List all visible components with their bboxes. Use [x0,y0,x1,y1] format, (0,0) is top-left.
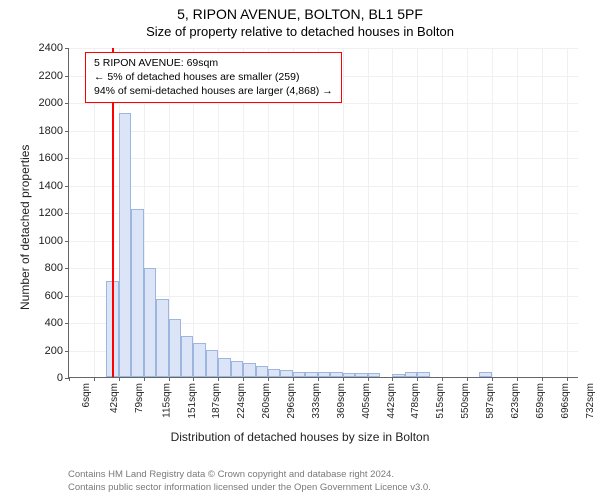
histogram-bar [243,363,255,377]
x-tick-label: 623sqm [510,383,521,419]
histogram-bar [231,361,243,378]
x-tick-label: 224sqm [236,383,247,419]
histogram-bar [131,209,143,377]
x-tick-label: 79sqm [134,383,145,413]
histogram-bar [280,370,292,377]
histogram-bar [256,366,268,377]
x-tick-label: 296sqm [286,383,297,419]
histogram-bar [355,373,367,377]
histogram-bar [368,373,380,377]
footer-line-2: Contains public sector information licen… [68,482,431,494]
annotation-line-3: 94% of semi-detached houses are larger (… [94,84,333,98]
histogram-bar [119,113,131,377]
x-tick-label: 550sqm [460,383,471,419]
x-tick-label: 42sqm [109,383,120,413]
x-tick-label: 587sqm [485,383,496,419]
histogram-bar [218,358,230,377]
histogram-bar [305,372,317,378]
histogram-bar [268,369,280,377]
x-tick-label: 369sqm [336,383,347,419]
histogram-bar [417,372,429,378]
annotation-line-2: ← 5% of detached houses are smaller (259… [94,70,333,84]
x-tick-label: 187sqm [211,383,222,419]
histogram-bar [144,268,156,377]
x-tick-label: 260sqm [261,383,272,419]
x-tick-label: 478sqm [410,383,421,419]
histogram-bar [330,372,342,378]
x-tick-label: 696sqm [559,383,570,419]
histogram-bar [318,372,330,378]
x-axis-label: Distribution of detached houses by size … [0,430,600,444]
annotation-box: 5 RIPON AVENUE: 69sqm ← 5% of detached h… [85,52,342,103]
x-tick-label: 442sqm [385,383,396,419]
x-tick-label: 732sqm [584,383,595,419]
histogram-bar [405,372,417,378]
histogram-bar [156,299,168,377]
x-tick-label: 333sqm [311,383,322,419]
histogram-bar [479,372,491,378]
page-subtitle: Size of property relative to detached ho… [0,22,600,39]
x-tick-label: 115sqm [161,383,172,418]
footer-attribution: Contains HM Land Registry data © Crown c… [68,469,431,494]
histogram-bar [181,336,193,377]
histogram-bar [392,374,404,377]
histogram-bar [206,350,218,378]
page-title: 5, RIPON AVENUE, BOLTON, BL1 5PF [0,0,600,22]
annotation-line-1: 5 RIPON AVENUE: 69sqm [94,56,333,70]
x-tick-label: 6sqm [81,383,92,407]
x-tick-label: 659sqm [535,383,546,419]
y-axis-label: Number of detached properties [18,145,32,310]
histogram-bar [169,319,181,377]
x-tick-label: 151sqm [186,383,197,419]
histogram-bar [343,373,355,377]
footer-line-1: Contains HM Land Registry data © Crown c… [68,469,431,481]
histogram-bar [193,343,205,377]
histogram-bar [293,372,305,378]
x-tick-label: 515sqm [435,383,446,419]
x-tick-label: 405sqm [360,383,371,419]
